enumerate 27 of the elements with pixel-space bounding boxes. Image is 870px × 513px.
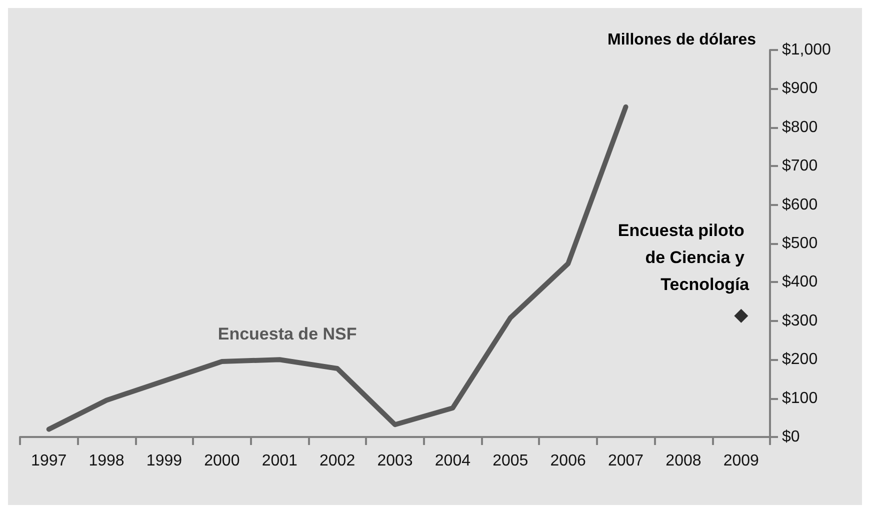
y-tick-label: $800 <box>782 118 818 136</box>
y-tick-label: $1,000 <box>782 42 832 58</box>
y-tick-label: $600 <box>782 196 818 214</box>
series-label: Encuesta piloto de Ciencia y Tecnología <box>618 220 750 294</box>
x-tick-label: 1999 <box>146 452 182 470</box>
x-tick-label: 2009 <box>723 452 760 470</box>
x-tick-label: 2005 <box>492 452 528 470</box>
x-tick-label: 2002 <box>320 452 356 470</box>
x-tick-label: 2006 <box>550 452 586 470</box>
y-tick-label: $400 <box>782 274 818 291</box>
x-tick-label: 2003 <box>377 452 413 470</box>
x-tick-label: 2000 <box>204 452 240 470</box>
y-axis-title: Millones de dólares <box>608 32 756 48</box>
y-tick-label: $200 <box>782 351 818 368</box>
y-tick-label: $500 <box>782 235 818 252</box>
series-label: Encuesta de NSF <box>218 324 357 344</box>
x-tick-label: 2004 <box>434 452 471 470</box>
y-tick-label: $100 <box>782 390 818 407</box>
x-tick-label: 2001 <box>262 452 298 470</box>
x-tick-label: 2007 <box>608 452 644 470</box>
y-tick-label: $0 <box>782 428 800 446</box>
x-tick-label: 1997 <box>31 452 67 470</box>
y-tick-label: $300 <box>782 312 818 330</box>
y-tick-label: $700 <box>782 158 818 175</box>
y-tick-label: $900 <box>782 80 818 98</box>
x-tick-label: 1998 <box>88 452 124 470</box>
x-tick-label: 2008 <box>666 452 702 470</box>
